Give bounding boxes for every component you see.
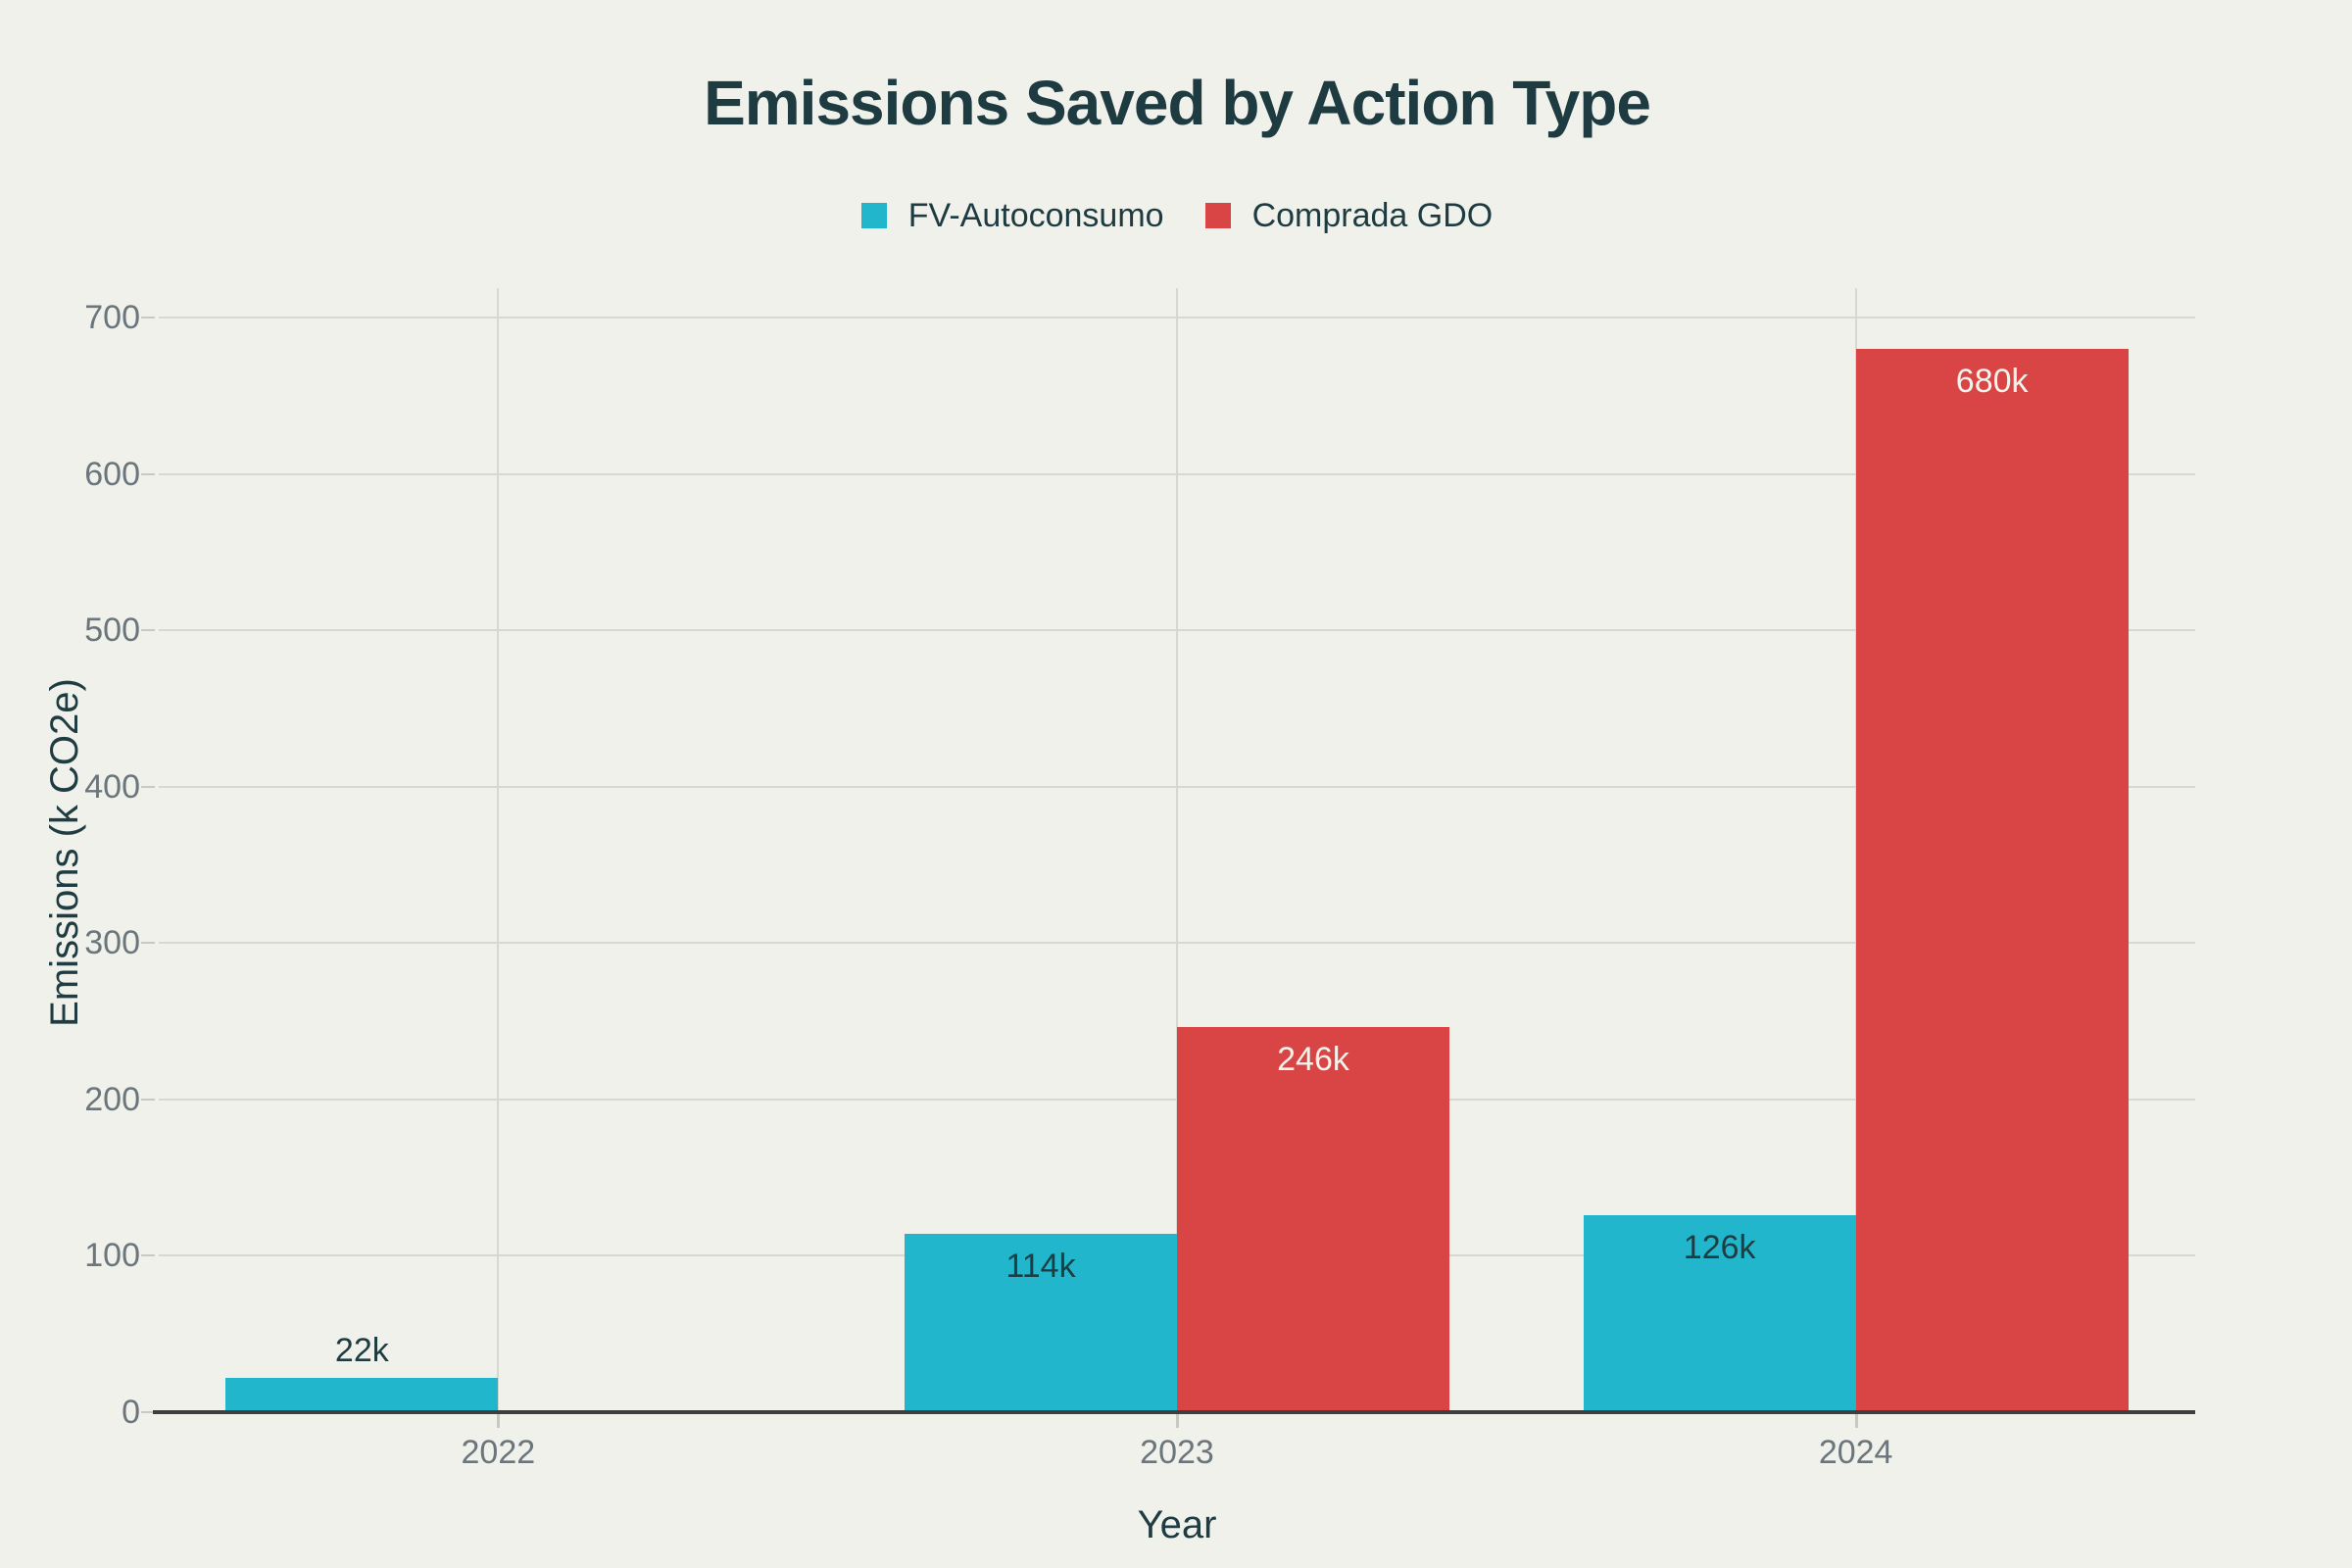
- bar-value-label: 22k: [334, 1331, 389, 1369]
- bar-value-label: 246k: [1277, 1041, 1349, 1079]
- legend-label: FV-Autoconsumo: [907, 196, 1164, 234]
- y-tick-mark: [141, 785, 155, 788]
- bar-fv-autoconsumo-2023[interactable]: [905, 1234, 1177, 1412]
- y-tick-mark: [141, 472, 155, 475]
- legend: FV-Autoconsumo Comprada GDO: [159, 194, 2195, 237]
- y-tick-label: 600: [84, 455, 140, 493]
- legend-label: Comprada GDO: [1251, 196, 1494, 234]
- y-tick-label: 100: [84, 1237, 140, 1275]
- bar-value-label: 114k: [1005, 1248, 1076, 1286]
- x-tick-mark: [1854, 1414, 1858, 1428]
- bar-fv-autoconsumo-2022[interactable]: [225, 1377, 499, 1412]
- y-tick-mark: [141, 1254, 155, 1257]
- x-tick-label: 2024: [1818, 1434, 1893, 1471]
- y-tick-label: 700: [84, 299, 140, 336]
- y-tick-label: 400: [84, 767, 140, 806]
- y-tick-label: 200: [84, 1080, 140, 1118]
- y-tick-mark: [141, 629, 155, 632]
- x-tick-label: 2022: [461, 1434, 536, 1471]
- x-tick-mark: [1176, 1414, 1179, 1428]
- bar-comprada-gdo-2024[interactable]: [1855, 348, 2129, 1412]
- x-tick-mark: [497, 1414, 501, 1428]
- y-tick-label: 300: [84, 924, 140, 962]
- x-gridline: [1176, 288, 1178, 1412]
- bar-value-label: 126k: [1683, 1228, 1756, 1266]
- bar-comprada-gdo-2023[interactable]: [1177, 1027, 1449, 1412]
- x-gridline: [497, 288, 500, 1412]
- y-tick-mark: [141, 317, 155, 318]
- y-tick-label: 500: [84, 612, 140, 650]
- y-tick-mark: [141, 1411, 155, 1413]
- bar-fv-autoconsumo-2024[interactable]: [1583, 1214, 1856, 1412]
- x-axis-title: Year: [1137, 1503, 1217, 1546]
- legend-item-comprada-gdo[interactable]: Comprada GDO: [1204, 196, 1494, 235]
- legend-swatch-icon: [860, 203, 887, 228]
- bar-value-label: 680k: [1955, 362, 2029, 400]
- legend-item-fv-autoconsumo[interactable]: FV-Autoconsumo: [860, 196, 1164, 235]
- x-axis-line: [153, 1410, 2195, 1414]
- legend-swatch-icon: [1204, 203, 1231, 228]
- chart-title: Emissions Saved by Action Type: [704, 68, 1651, 138]
- y-tick-mark: [141, 1098, 155, 1101]
- y-tick-label: 0: [122, 1394, 140, 1431]
- y-tick-mark: [141, 942, 155, 945]
- x-tick-label: 2023: [1140, 1434, 1214, 1471]
